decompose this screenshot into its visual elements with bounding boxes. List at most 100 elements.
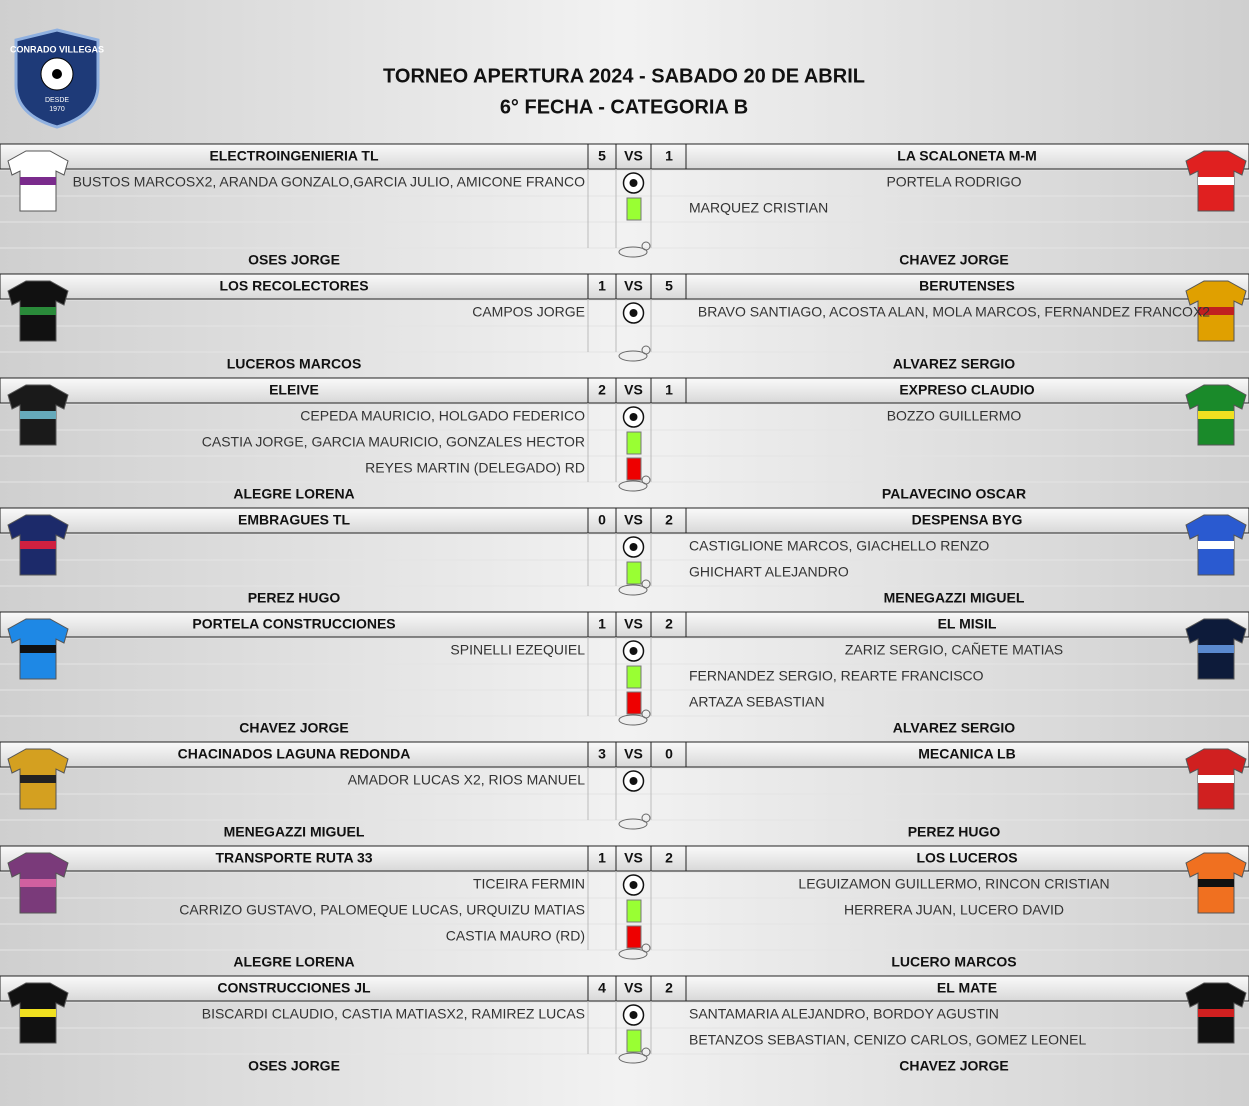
home-event: SPINELLI EZEQUIEL	[450, 642, 585, 658]
whistle-ring	[641, 709, 651, 719]
jersey	[1185, 618, 1247, 680]
home-event: CAMPOS JORGE	[472, 304, 585, 320]
home-referee: ALEGRE LORENA	[233, 954, 354, 970]
jersey	[7, 618, 69, 680]
whistle-icon	[618, 579, 651, 596]
yellow-card-icon	[626, 899, 642, 923]
vs: VS	[624, 616, 643, 632]
whistle-icon	[618, 813, 651, 830]
team-row	[0, 741, 1249, 768]
jersey	[1185, 150, 1247, 212]
match: CONSTRUCCIONES JL 4 VS 2 EL MATE BISCARDI CLA…	[0, 975, 1249, 1074]
match: TRANSPORTE RUTA 33 1 VS 2 LOS LUCEROS TICEIRA…	[0, 845, 1249, 970]
whistle-body	[618, 818, 648, 830]
title: TORNEO APERTURA 2024 - SABADO 20 DE ABRI…	[383, 65, 865, 87]
home-referee: ALEGRE LORENA	[233, 486, 354, 502]
jersey	[7, 280, 69, 342]
jersey-stripe	[20, 1009, 56, 1017]
away-event: FERNANDEZ SERGIO, REARTE FRANCISCO	[689, 668, 984, 684]
home-team: TRANSPORTE RUTA 33	[215, 850, 372, 866]
ball-patch	[629, 1011, 638, 1019]
away-team: LOS LUCEROS	[916, 850, 1017, 866]
jersey	[1185, 514, 1247, 576]
home-score: 5	[598, 148, 606, 164]
away-event: BOZZO GUILLERMO	[887, 408, 1022, 424]
away-event: LEGUIZAMON GUILLERMO, RINCON CRISTIAN	[798, 876, 1109, 892]
team-row	[0, 507, 1249, 534]
away-team: BERUTENSES	[919, 278, 1015, 294]
whistle-ring	[641, 579, 651, 589]
jersey-stripe	[20, 645, 56, 653]
vs: VS	[624, 746, 643, 762]
ball-patch	[629, 179, 638, 187]
jersey	[7, 982, 69, 1044]
away-event: BRAVO SANTIAGO, ACOSTA ALAN, MOLA MARCOS…	[698, 304, 1210, 320]
away-referee: PEREZ HUGO	[908, 824, 1001, 840]
subtitle: 6° FECHA - CATEGORIA B	[500, 96, 748, 118]
home-score: 3	[598, 746, 606, 762]
away-event: ZARIZ SERGIO, CAÑETE MATIAS	[845, 642, 1063, 658]
home-event: CEPEDA MAURICIO, HOLGADO FEDERICO	[300, 408, 585, 424]
whistle-ring	[641, 1047, 651, 1057]
away-referee: CHAVEZ JORGE	[899, 1058, 1008, 1074]
home-referee: PEREZ HUGO	[248, 590, 341, 606]
yellow-card-icon	[626, 561, 642, 585]
home-referee: OSES JORGE	[248, 1058, 340, 1074]
away-referee: CHAVEZ JORGE	[899, 252, 1008, 268]
red-card-icon	[626, 457, 642, 481]
whistle-body	[618, 350, 648, 362]
home-score: 1	[598, 850, 606, 866]
jersey	[1185, 384, 1247, 446]
jersey	[7, 384, 69, 446]
away-score: 2	[665, 512, 673, 528]
red-card-icon	[626, 925, 642, 949]
team-row	[0, 611, 1249, 638]
home-event: AMADOR LUCAS X2, RIOS MANUEL	[348, 772, 585, 788]
yellow-card-icon	[626, 665, 642, 689]
logo-name: CONRADO VILLEGAS	[10, 44, 104, 54]
match: LOS RECOLECTORES 1 VS 5 BERUTENSES CAMPOS JOR…	[0, 273, 1249, 372]
red-card-icon	[626, 691, 642, 715]
whistle-ring	[641, 943, 651, 953]
away-referee: ALVAREZ SERGIO	[893, 356, 1015, 372]
whistle-ring	[641, 475, 651, 485]
jersey	[7, 852, 69, 914]
away-event: ARTAZA SEBASTIAN	[689, 694, 825, 710]
jersey-stripe	[1198, 541, 1234, 549]
home-team: EMBRAGUES TL	[238, 512, 350, 528]
logo: CONRADO VILLEGAS DESDE 1970	[10, 28, 104, 129]
jersey-stripe	[20, 411, 56, 419]
whistle-ring	[641, 345, 651, 355]
away-team: DESPENSA BYG	[912, 512, 1023, 528]
whistle-ring	[641, 241, 651, 251]
yellow-card-icon	[626, 197, 642, 221]
home-event: CASTIA MAURO (RD)	[446, 928, 585, 944]
home-score: 1	[598, 616, 606, 632]
jersey-stripe	[1198, 645, 1234, 653]
away-score: 0	[665, 746, 673, 762]
away-referee: PALAVECINO OSCAR	[882, 486, 1026, 502]
away-score: 2	[665, 850, 673, 866]
whistle-icon	[618, 241, 651, 258]
home-score: 2	[598, 382, 606, 398]
team-row	[0, 975, 1249, 1002]
yellow-card-icon	[626, 431, 642, 455]
jersey-stripe	[20, 541, 56, 549]
away-team: MECANICA LB	[918, 746, 1015, 762]
away-team: LA SCALONETA M-M	[897, 148, 1036, 164]
jersey-stripe	[20, 879, 56, 887]
ball-patch	[629, 543, 638, 551]
home-team: LOS RECOLECTORES	[219, 278, 368, 294]
match: PORTELA CONSTRUCCIONES 1 VS 2 EL MISIL SPINEL…	[0, 611, 1249, 736]
jersey	[7, 514, 69, 576]
match: ELEIVE 2 VS 1 EXPRESO CLAUDIO CEPEDA MAURICIO…	[0, 377, 1249, 502]
away-event: CASTIGLIONE MARCOS, GIACHELLO RENZO	[689, 538, 989, 554]
home-team: ELECTROINGENIERIA TL	[209, 148, 378, 164]
jersey-stripe	[1198, 411, 1234, 419]
away-team: EL MATE	[937, 980, 997, 996]
ball-patch	[629, 413, 638, 421]
away-score: 2	[665, 980, 673, 996]
home-referee: MENEGAZZI MIGUEL	[224, 824, 365, 840]
match: CHACINADOS LAGUNA REDONDA 3 VS 0 MECANICA LB…	[0, 741, 1249, 840]
